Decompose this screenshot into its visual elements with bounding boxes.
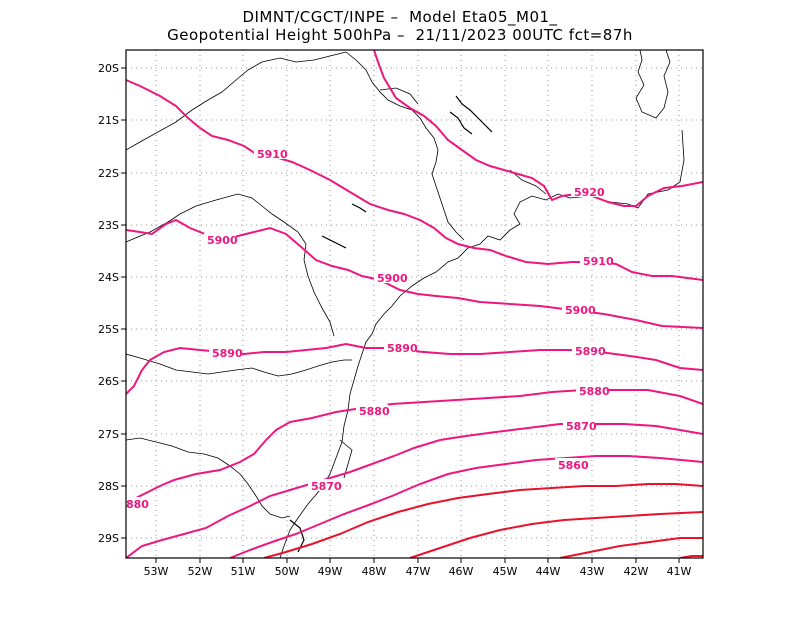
x-tick-label: 43W [580, 565, 605, 578]
contour-label: 5900 [207, 234, 238, 247]
y-tick-label: 22S [98, 167, 119, 180]
contour-5850 [263, 483, 703, 558]
y-tick-label: 23S [98, 219, 119, 232]
coastline-and-borders [126, 50, 685, 558]
x-tick-label: 42W [624, 565, 649, 578]
y-tick-label: 24S [98, 271, 119, 284]
x-tick-label: 49W [318, 565, 343, 578]
contour-label: 5910 [257, 148, 288, 161]
contour-label: 5890 [387, 342, 418, 355]
x-tick-label: 46W [449, 565, 474, 578]
contour-5860 [229, 455, 703, 558]
x-tick-label: 45W [493, 565, 518, 578]
y-tick-label: 25S [98, 323, 119, 336]
contour-5900 [126, 218, 703, 329]
x-tick-label: 48W [362, 565, 387, 578]
contour-label: 5890 [575, 345, 606, 358]
x-tick-label: 53W [144, 565, 169, 578]
contour-5840 [409, 511, 703, 558]
x-tick-label: 44W [536, 565, 561, 578]
y-tick-label: 26S [98, 375, 119, 388]
contour-labels: 5920 5910 5910 5900 5900 5900 5890 5890 … [126, 147, 614, 511]
y-tick-labels: 20S 21S 22S 23S 24S 25S 26S 27S 28S 29S [98, 62, 119, 545]
x-tick-label: 51W [231, 565, 256, 578]
contour-5830 [559, 537, 703, 558]
contour-lines [126, 50, 703, 558]
chart-title-line2: Geopotential Height 500hPa – 21/11/2023 … [167, 26, 633, 44]
grid-lines [126, 50, 703, 558]
contour-label: 880 [126, 498, 149, 511]
y-tick-label: 27S [98, 428, 119, 441]
x-tick-label: 52W [188, 565, 213, 578]
contour-label: 5910 [583, 255, 614, 268]
contour-label: 5880 [579, 385, 610, 398]
chart-title-line1: DIMNT/CGCT/INPE – Model Eta05_M01_ [242, 8, 558, 26]
contour-label: 5870 [311, 480, 342, 493]
contour-label: 5890 [212, 347, 243, 360]
axis-ticks [121, 67, 680, 563]
contour-5920 [373, 50, 703, 207]
contour-label: 5900 [565, 304, 596, 317]
y-tick-label: 20S [98, 62, 119, 75]
contour-label: 5900 [377, 272, 408, 285]
y-tick-label: 28S [98, 480, 119, 493]
plot-frame [125, 49, 704, 559]
contour-label: 5920 [574, 186, 605, 199]
x-tick-labels: 53W 52W 51W 50W 49W 48W 47W 46W 45W 44W … [144, 565, 692, 578]
x-tick-label: 41W [667, 565, 692, 578]
y-tick-label: 29S [98, 532, 119, 545]
x-tick-label: 47W [406, 565, 431, 578]
contour-5820 [679, 555, 703, 558]
contour-label: 5860 [558, 459, 589, 472]
contour-label: 5870 [566, 420, 597, 433]
contour-label: 5880 [359, 405, 390, 418]
y-tick-label: 21S [98, 114, 119, 127]
x-tick-label: 50W [275, 565, 300, 578]
